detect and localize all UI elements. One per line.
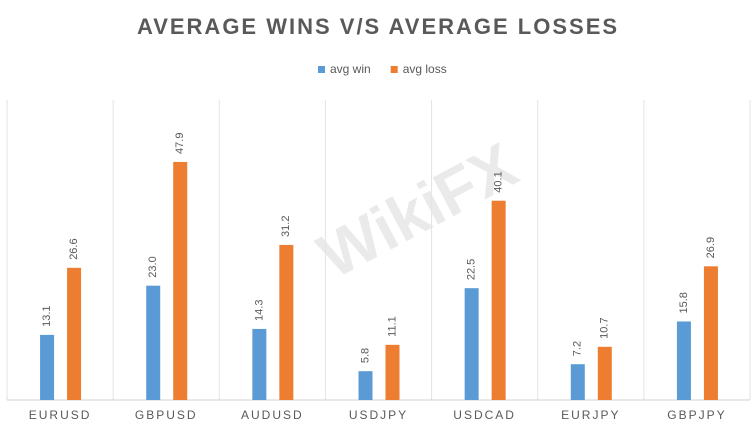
x-tick-label: AUDUSD	[241, 408, 304, 422]
bar	[570, 364, 585, 400]
chart-title: AVERAGE WINS V/S AVERAGE LOSSES	[137, 14, 619, 39]
bar	[67, 267, 82, 400]
value-label: 13.1	[41, 305, 53, 326]
value-label: 11.1	[386, 316, 398, 337]
bar	[597, 346, 612, 400]
bar	[40, 334, 55, 400]
bar	[464, 288, 479, 400]
value-label: 26.9	[705, 237, 717, 258]
x-tick-label: USDCAD	[453, 408, 516, 422]
legend-label: avg loss	[403, 62, 447, 76]
bar	[676, 321, 691, 400]
x-tick-label: EURJPY	[561, 408, 620, 422]
value-label: 31.2	[280, 216, 292, 237]
x-tick-label: EURUSD	[29, 408, 92, 422]
value-label: 14.3	[253, 300, 265, 321]
value-label: 22.5	[466, 259, 478, 280]
bar	[252, 328, 267, 400]
x-tick-label: USDJPY	[349, 408, 408, 422]
bar	[491, 200, 506, 400]
legend-swatch	[318, 66, 325, 73]
bar	[173, 161, 188, 400]
value-label: 7.2	[572, 341, 584, 356]
value-label: 10.7	[599, 317, 611, 338]
bar	[146, 285, 161, 400]
value-label: 23.0	[147, 256, 159, 277]
value-label: 15.8	[678, 292, 690, 313]
value-label: 40.1	[493, 171, 505, 192]
value-label: 26.6	[68, 238, 80, 259]
bar	[385, 344, 400, 400]
bar	[279, 244, 294, 400]
value-label: 5.8	[359, 348, 371, 363]
legend-label: avg win	[330, 62, 371, 76]
x-tick-label: GBPJPY	[667, 408, 726, 422]
value-label: 47.9	[174, 133, 186, 154]
legend-swatch	[390, 66, 398, 73]
bar	[358, 371, 373, 400]
bar	[703, 266, 718, 400]
x-tick-label: GBPUSD	[135, 408, 198, 422]
